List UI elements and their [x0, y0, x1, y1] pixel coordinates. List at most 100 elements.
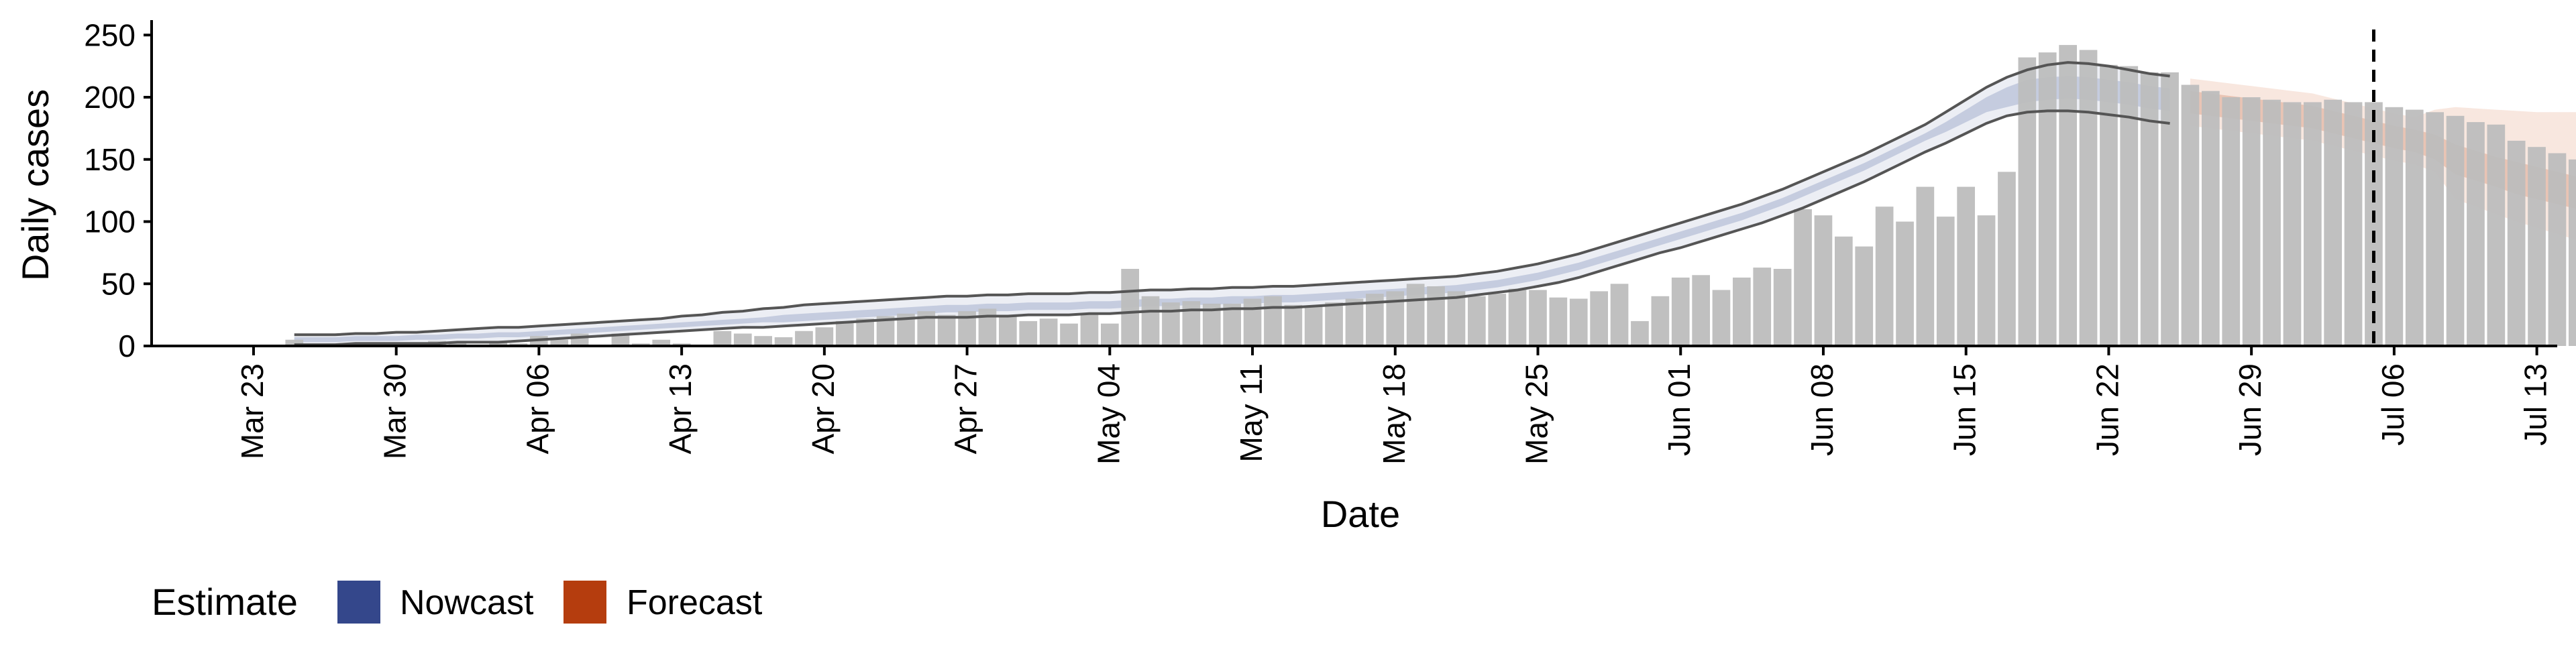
case-bar: [1019, 320, 1038, 346]
x-tick-label: Apr 20: [806, 363, 841, 455]
case-bar: [2385, 107, 2404, 347]
x-tick-label: Mar 23: [235, 363, 270, 459]
case-bar: [1712, 290, 1731, 346]
case-bar: [1304, 306, 1323, 346]
case-bar: [550, 339, 569, 346]
case-bar: [835, 320, 854, 346]
case-bar: [1549, 297, 1568, 346]
nowcast-lower-line: [294, 109, 2170, 347]
nowcast-inner-band: [294, 76, 2170, 343]
y-tick-label: 150: [84, 142, 136, 177]
x-tick-label: Apr 27: [949, 363, 983, 455]
case-bar: [999, 316, 1017, 346]
case-bar: [1977, 215, 1996, 346]
case-bar: [1651, 296, 1670, 346]
reported-bars: [285, 45, 2576, 347]
x-tick-label: May 18: [1377, 363, 1411, 465]
case-bar: [2038, 52, 2057, 346]
case-bar: [1080, 314, 1099, 346]
legend-label-nowcast: Nowcast: [400, 583, 534, 622]
case-bar: [2487, 124, 2506, 347]
case-bar: [1345, 298, 1364, 346]
x-tick-label: Apr 06: [520, 363, 555, 455]
case-bar: [1590, 291, 1608, 346]
case-bar: [1794, 209, 1812, 346]
x-tick-label: Jun 15: [1947, 363, 1982, 456]
case-bar: [2365, 102, 2383, 346]
x-tick-label: Jun 22: [2090, 363, 2125, 456]
x-ticks: Mar 23 Mar 30 Apr 06 Apr 13 Apr 20 Apr 27 May …: [235, 346, 2553, 465]
case-bar: [611, 333, 630, 346]
case-bar: [285, 339, 304, 346]
case-bar: [1121, 269, 1139, 346]
x-tick-label: Jun 29: [2233, 363, 2267, 456]
case-bar: [2405, 109, 2424, 346]
case-bar: [1427, 286, 1445, 346]
case-bar: [1529, 290, 1547, 346]
x-tick-label: Jun 01: [1662, 363, 1697, 456]
legend-swatch-nowcast: [337, 581, 380, 624]
case-bar: [1162, 302, 1180, 346]
x-tick-label: May 11: [1234, 363, 1269, 462]
x-tick-label: Mar 30: [378, 363, 413, 459]
case-bar: [1936, 217, 1955, 346]
case-bar: [2222, 97, 2241, 346]
case-bar: [2283, 102, 2302, 346]
case-bar: [2181, 84, 2200, 346]
case-bar: [570, 333, 589, 346]
legend-title: Estimate: [152, 581, 298, 623]
case-bar: [1060, 323, 1078, 346]
case-bar: [1814, 215, 1833, 346]
case-bar: [2202, 91, 2220, 346]
case-bar: [733, 333, 752, 346]
case-bar: [1101, 323, 1119, 346]
case-bar: [815, 327, 834, 346]
case-bar: [1610, 284, 1629, 346]
case-bar: [1488, 294, 1507, 346]
case-bar: [1773, 269, 1792, 346]
legend-label-forecast: Forecast: [627, 583, 763, 622]
case-bar: [1468, 296, 1486, 346]
x-tick-label: Apr 13: [663, 363, 698, 455]
case-bar: [1141, 296, 1160, 346]
x-tick-label: May 25: [1519, 363, 1554, 465]
case-bar: [1223, 303, 1241, 346]
x-tick-label: May 04: [1091, 363, 1126, 465]
y-ticks: 0 50 100 150 200 250: [84, 17, 152, 363]
case-bar: [1284, 304, 1303, 346]
case-bar: [1264, 296, 1282, 346]
case-bar: [2161, 72, 2179, 347]
case-bar: [2507, 140, 2526, 346]
legend: Estimate Nowcast Forecast: [152, 581, 763, 624]
case-bar: [713, 331, 732, 346]
case-bar: [1692, 275, 1710, 346]
case-bar: [2079, 50, 2098, 346]
y-axis-title: Daily cases: [14, 89, 56, 281]
case-bar: [795, 331, 813, 346]
case-bar: [1406, 284, 1425, 346]
case-bar: [2140, 72, 2159, 347]
case-bar: [1325, 302, 1343, 346]
x-tick-label: Jun 08: [1805, 363, 1839, 456]
case-bar: [1875, 207, 1894, 346]
case-bar: [1569, 298, 1588, 346]
legend-swatch-forecast: [564, 581, 606, 624]
case-bar: [2569, 159, 2576, 347]
case-bar: [2344, 102, 2363, 346]
case-bar: [1447, 291, 1466, 346]
case-bar: [1957, 186, 1975, 346]
case-bar: [652, 339, 671, 346]
x-tick-label: Jul 13: [2518, 363, 2553, 446]
case-bar: [1182, 301, 1201, 346]
case-bar: [1733, 278, 1751, 346]
case-bar: [774, 337, 793, 346]
case-bar: [754, 336, 772, 346]
case-bar: [2548, 153, 2567, 346]
case-bar: [2242, 97, 2261, 346]
case-bar: [2120, 66, 2139, 346]
case-bar: [937, 314, 956, 346]
case-bar: [2263, 99, 2281, 346]
case-bar: [2059, 45, 2077, 346]
case-bar: [1039, 318, 1058, 346]
